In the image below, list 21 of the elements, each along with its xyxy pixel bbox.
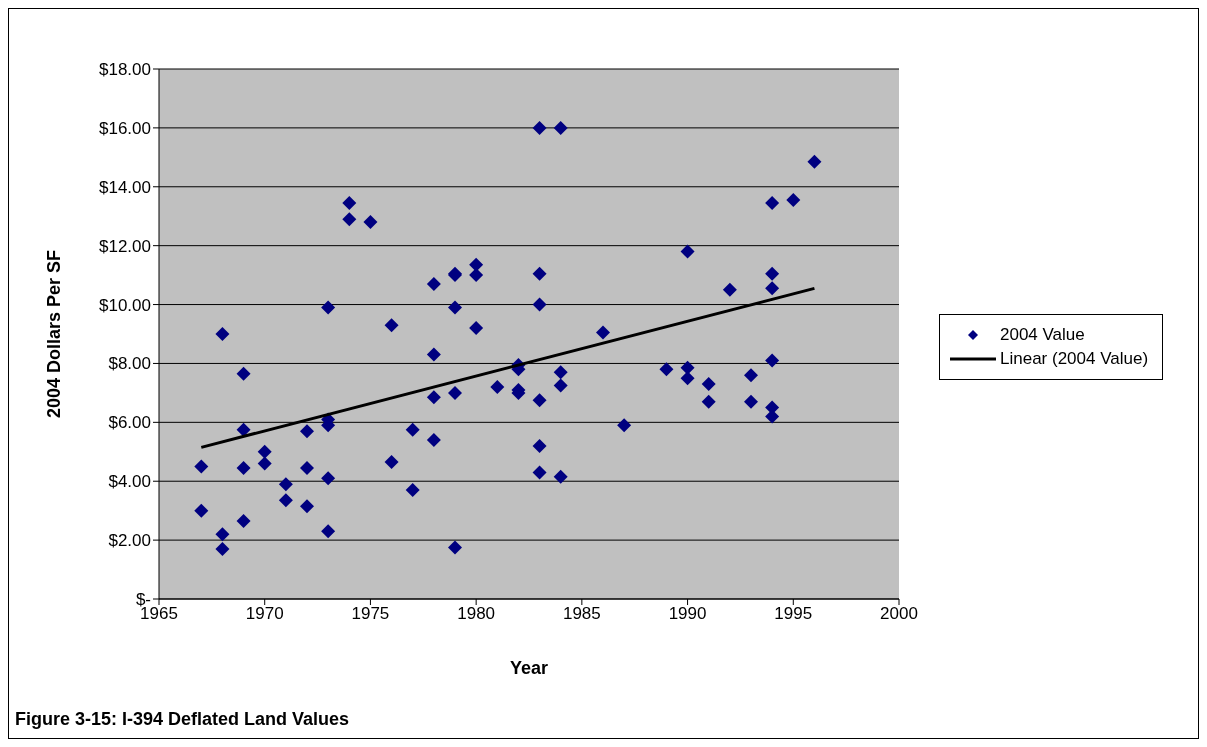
y-tick-label: $2.00 bbox=[108, 531, 151, 551]
y-tick-label: $12.00 bbox=[99, 236, 151, 256]
y-tick-label: $8.00 bbox=[108, 354, 151, 374]
x-tick-label: 1995 bbox=[774, 604, 813, 624]
x-tick-label: 1985 bbox=[562, 604, 601, 624]
text: Figure 3-15: I-394 Deflated Land Values bbox=[15, 709, 350, 730]
y-axis-title: 2004 Dollars Per SF bbox=[44, 249, 65, 419]
x-tick-label: 2000 bbox=[880, 604, 918, 624]
legend-label: 2004 Value bbox=[1000, 325, 1085, 345]
y-tick-label: $6.00 bbox=[108, 413, 151, 433]
y-tick-label: $14.00 bbox=[99, 177, 151, 197]
legend-label: Linear (2004 Value) bbox=[1000, 349, 1149, 369]
x-tick-label: 1975 bbox=[351, 604, 390, 624]
y-tick-label: $18.00 bbox=[99, 60, 151, 80]
y-tick-label: $16.00 bbox=[99, 118, 151, 138]
x-tick-label: 1970 bbox=[245, 604, 284, 624]
x-tick-label: 1990 bbox=[668, 604, 707, 624]
x-tick-label: 1980 bbox=[457, 604, 496, 624]
x-axis-title: Year bbox=[509, 658, 549, 678]
y-tick-label: $10.00 bbox=[99, 295, 151, 315]
y-tick-label: $4.00 bbox=[108, 472, 151, 492]
